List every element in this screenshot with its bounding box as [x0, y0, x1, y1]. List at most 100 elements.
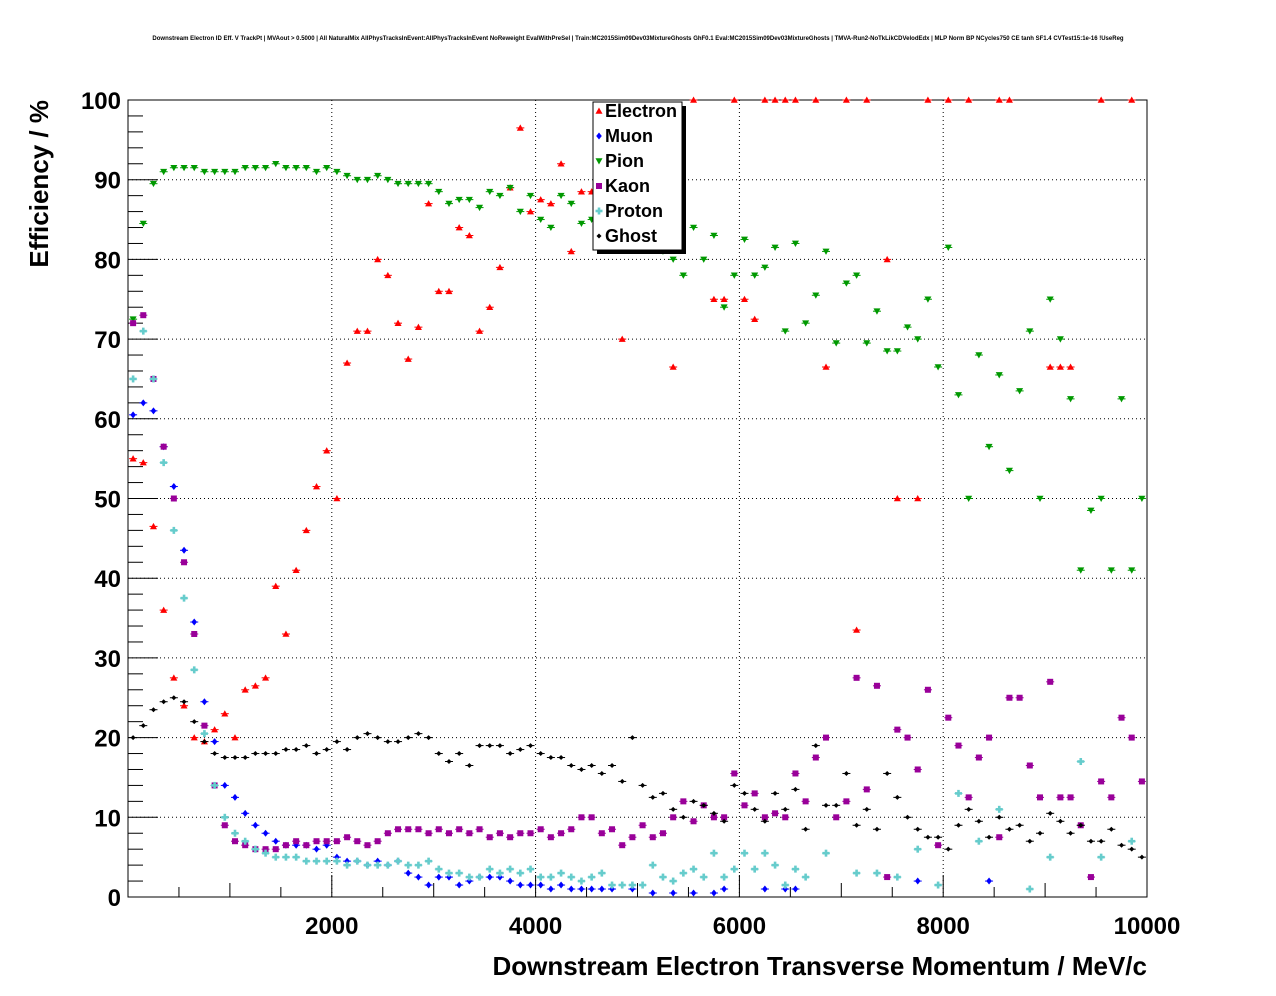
marker-shape	[221, 822, 228, 829]
pion-marker	[343, 172, 351, 180]
marker-shape	[944, 96, 952, 103]
marker-shape	[548, 885, 554, 893]
marker-shape	[578, 766, 584, 772]
marker-shape	[771, 244, 779, 251]
ghost-marker	[1119, 842, 1125, 848]
marker-shape	[282, 842, 289, 849]
marker-shape	[577, 188, 585, 195]
marker-shape	[925, 834, 931, 840]
marker-shape	[517, 830, 524, 837]
electron-point	[230, 734, 239, 741]
marker-shape	[507, 877, 513, 885]
kaon-marker	[466, 830, 473, 837]
marker-shape	[609, 826, 616, 833]
kaon-point	[1025, 762, 1034, 769]
muon-point	[251, 821, 260, 829]
marker-shape	[201, 722, 208, 729]
marker-shape	[660, 790, 666, 796]
legend-marker	[595, 158, 603, 165]
ghost-marker	[1047, 810, 1053, 816]
pion-point	[353, 176, 362, 184]
muon-marker	[507, 877, 513, 885]
kaon-point	[964, 794, 973, 801]
electron-point	[567, 247, 576, 255]
electron-marker	[527, 208, 535, 215]
ghost-marker	[833, 802, 839, 808]
marker-shape	[1057, 818, 1063, 824]
marker-shape	[221, 168, 229, 176]
marker-shape	[762, 818, 768, 824]
marker-shape	[547, 200, 555, 207]
marker-shape	[242, 842, 249, 849]
marker-shape	[894, 726, 901, 733]
marker-shape	[670, 814, 677, 821]
proton-point	[343, 861, 352, 869]
marker-shape	[914, 336, 922, 343]
proton-point	[699, 873, 708, 881]
proton-point	[444, 869, 453, 877]
pion-marker	[425, 180, 433, 188]
proton-point	[506, 865, 515, 873]
electron-point	[964, 96, 973, 103]
kaon-marker	[221, 822, 228, 829]
marker-shape	[802, 320, 810, 327]
marker-shape	[529, 865, 532, 873]
marker-shape	[305, 857, 308, 865]
legend-marker	[596, 183, 602, 189]
x-tick-label: 2000	[305, 913, 358, 940]
pion-point	[964, 495, 973, 502]
pion-point	[475, 204, 484, 212]
pion-point	[159, 168, 168, 176]
pion-point	[567, 200, 576, 208]
kaon-marker	[547, 834, 554, 841]
kaon-marker	[935, 842, 942, 849]
proton-marker	[1026, 885, 1034, 893]
marker-shape	[640, 782, 646, 788]
marker-shape	[812, 96, 820, 103]
proton-point	[414, 861, 423, 869]
marker-shape	[273, 751, 279, 757]
pion-marker	[160, 168, 168, 176]
ghost-point	[1056, 818, 1065, 824]
muon-point	[628, 885, 637, 893]
proton-marker	[292, 853, 300, 861]
pion-marker	[791, 240, 799, 247]
proton-marker	[659, 873, 667, 881]
pion-point	[842, 280, 851, 287]
ghost-point	[251, 751, 260, 757]
kaon-marker	[272, 846, 279, 853]
marker-shape	[893, 495, 901, 502]
marker-shape	[618, 335, 626, 342]
electron-marker	[853, 626, 861, 633]
marker-shape	[1128, 567, 1136, 574]
electron-marker	[486, 303, 494, 311]
marker-shape	[955, 822, 961, 828]
marker-shape	[599, 885, 605, 893]
marker-shape	[427, 857, 430, 865]
marker-shape	[842, 280, 850, 287]
marker-shape	[1067, 363, 1075, 370]
marker-shape	[131, 375, 135, 383]
kaon-point	[872, 682, 881, 689]
marker-shape	[170, 495, 177, 502]
ghost-point	[832, 802, 841, 808]
ghost-marker	[640, 782, 646, 788]
proton-point	[129, 375, 138, 383]
ghost-point	[465, 762, 474, 768]
pion-point	[1046, 296, 1055, 303]
marker-shape	[853, 626, 861, 633]
pion-point	[506, 184, 515, 192]
marker-shape	[996, 814, 1002, 820]
marker-shape	[863, 340, 871, 347]
ghost-marker	[1139, 854, 1145, 860]
ghost-point	[618, 778, 627, 784]
ghost-point	[373, 735, 382, 741]
proton-point	[526, 865, 535, 873]
proton-marker	[1077, 758, 1085, 766]
marker-shape	[832, 340, 840, 347]
pion-marker	[547, 224, 555, 232]
marker-shape	[1036, 495, 1044, 502]
electron-point	[261, 674, 270, 681]
pion-point	[852, 272, 861, 279]
electron-point	[414, 323, 423, 330]
